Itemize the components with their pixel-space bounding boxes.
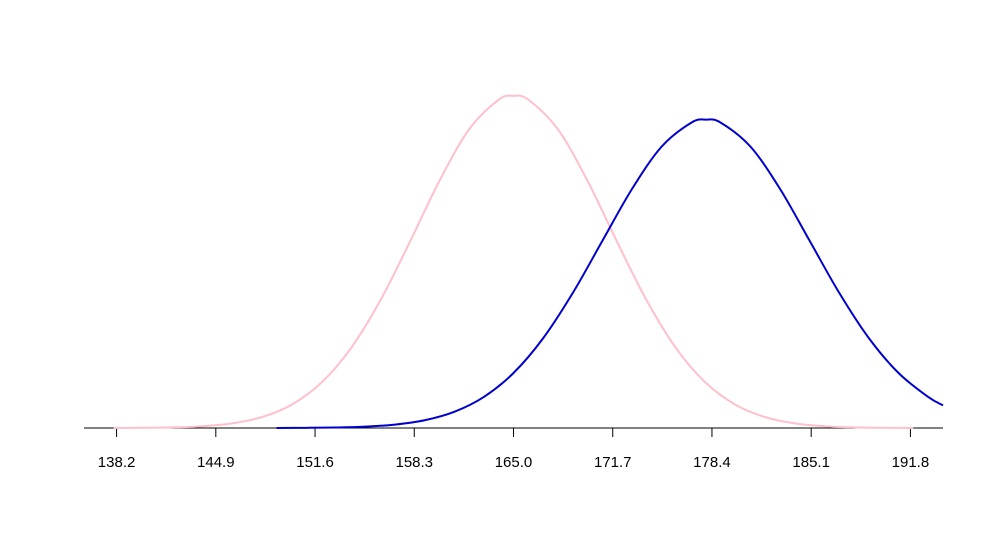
x-tick-label: 165.0 bbox=[495, 454, 533, 471]
density-curve bbox=[276, 118, 944, 429]
x-tick-label: 191.8 bbox=[892, 454, 930, 471]
x-tick-label: 138.2 bbox=[98, 454, 136, 471]
x-tick-label: 144.9 bbox=[197, 454, 235, 471]
density-curve bbox=[113, 94, 914, 429]
x-tick-label: 158.3 bbox=[395, 454, 433, 471]
x-tick-label: 151.6 bbox=[296, 454, 334, 471]
x-tick-label: 178.4 bbox=[693, 454, 731, 471]
x-tick-label: 171.7 bbox=[594, 454, 632, 471]
x-tick-label: 185.1 bbox=[792, 454, 830, 471]
